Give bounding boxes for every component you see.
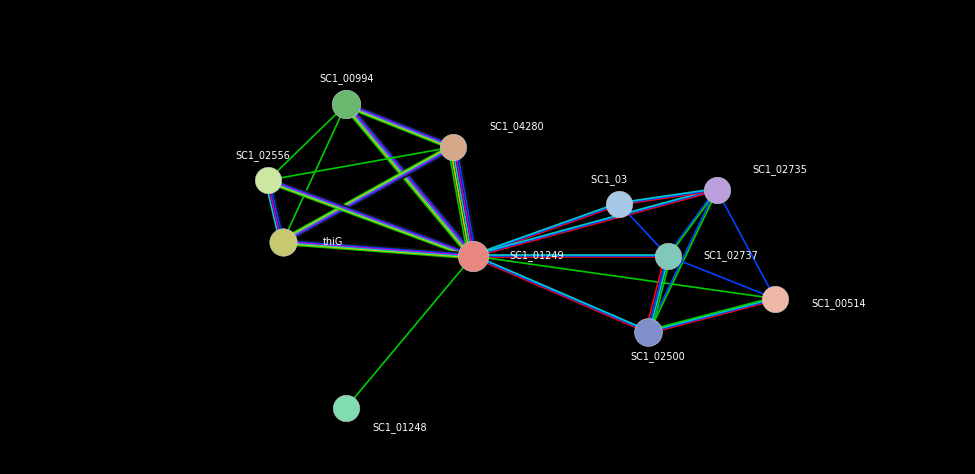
Point <box>446 143 461 151</box>
Point <box>338 404 354 411</box>
Point <box>767 295 783 302</box>
Text: thiG: thiG <box>324 237 343 247</box>
Text: SC1_02556: SC1_02556 <box>236 150 291 161</box>
Text: SC1_01248: SC1_01248 <box>372 422 427 433</box>
Point <box>275 238 291 246</box>
Point <box>660 252 676 260</box>
Point <box>465 252 481 260</box>
Point <box>709 186 724 193</box>
Point <box>641 328 656 336</box>
Text: SC1_01249: SC1_01249 <box>509 250 564 262</box>
Text: SC1_00514: SC1_00514 <box>811 298 866 309</box>
Text: SC1_03⁠⁠⁠: SC1_03⁠⁠⁠ <box>591 173 628 185</box>
Text: SC1_02500: SC1_02500 <box>631 351 685 362</box>
Point <box>338 100 354 108</box>
Text: SC1_02737: SC1_02737 <box>704 250 759 262</box>
Point <box>260 176 276 184</box>
Text: SC1_04280: SC1_04280 <box>489 121 544 133</box>
Point <box>611 200 627 208</box>
Text: SC1_00994: SC1_00994 <box>319 73 373 84</box>
Text: SC1_02735: SC1_02735 <box>753 164 807 175</box>
